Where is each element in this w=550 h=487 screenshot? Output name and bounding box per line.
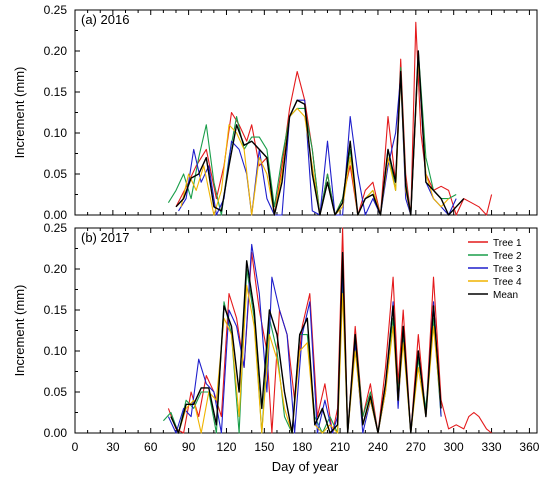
legend-label-tree-4: Tree 4 [493,277,522,288]
y-tick-label-a: 0.00 [44,208,68,222]
series-line-tree-1-a [175,21,493,216]
panel-b: 0.00 0.05 0.10 0.15 0.20 0.25 0 30 60 90 120 150 180… [12,221,540,454]
series-line-tree-4-a [180,58,450,216]
y-tick-label-b: 0.10 [44,344,68,358]
x-tick-label: 240 [368,440,388,454]
series-line-tree-2-b [162,268,442,434]
x-tick-label: 210 [330,440,350,454]
x-tick-label: 120 [216,440,236,454]
x-tick-label: 60 [144,440,158,454]
y-axis-title-a: Increment (mm) [12,67,27,159]
y-tick-label-a: 0.05 [44,167,68,181]
y-tick-label-b: 0.00 [44,426,68,440]
y-tick-label-a: 0.25 [44,3,68,17]
panel-a: 0.00 0.05 0.10 0.15 0.20 0.25 Increment (mm) (a… [12,3,538,222]
series-line-tree-1-b [167,227,492,434]
x-tick-label: 300 [444,440,464,454]
y-tick-label-b: 0.05 [44,385,68,399]
panel-label-a: (a) 2016 [81,12,129,27]
series-line-mean-a [175,50,465,216]
x-tick-label: 180 [292,440,312,454]
x-tick-label: 270 [406,440,426,454]
x-axis-title: Day of year [272,459,339,474]
y-tick-label-a: 0.20 [44,44,68,58]
series-line-mean-b [170,251,442,434]
panel-label-b: (b) 2017 [81,230,129,245]
y-tick-label-a: 0.15 [44,85,68,99]
plot-frame-b [74,227,538,434]
y-tick-label-b: 0.20 [44,262,68,276]
y-tick-label-b: 0.25 [44,221,68,235]
y-axis-title-b: Increment (mm) [12,285,27,377]
series-line-tree-3-b [167,243,442,434]
y-tick-label-b: 0.15 [44,303,68,317]
y-tick-label-a: 0.10 [44,126,68,140]
x-tick-label: 0 [72,440,79,454]
legend-label-mean: Mean [493,290,518,301]
legend-label-tree-1: Tree 1 [493,238,522,249]
x-tick-label: 330 [482,440,502,454]
x-tick-label: 360 [519,440,539,454]
x-tick-label: 30 [106,440,120,454]
legend-label-tree-3: Tree 3 [493,264,522,275]
x-tick-label: 150 [254,440,274,454]
legend-label-tree-2: Tree 2 [493,251,522,262]
x-tick-label: 90 [182,440,196,454]
